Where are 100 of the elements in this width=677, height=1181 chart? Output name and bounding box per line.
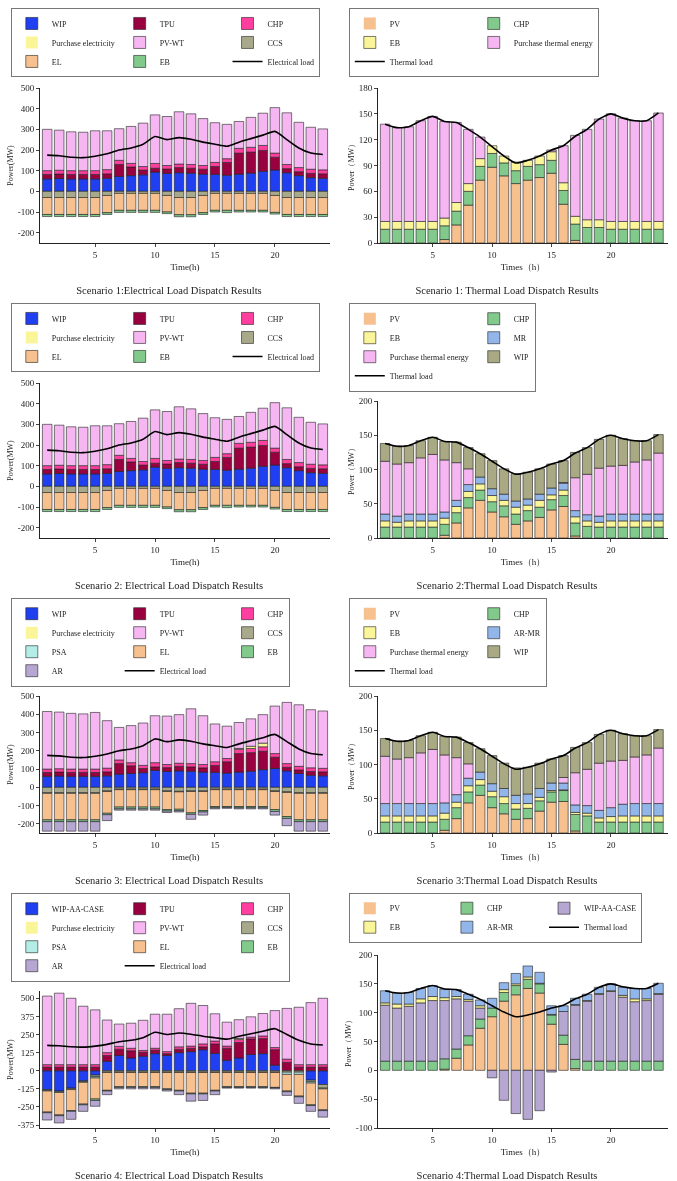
x-tick-label: 15 xyxy=(547,1134,557,1145)
y-tick-label: -200 xyxy=(17,522,35,533)
y-tick-label: -50 xyxy=(360,1094,373,1105)
legend-label: Thermal load xyxy=(389,371,433,381)
y-tick-label: 150 xyxy=(358,725,373,736)
y-tick-label: 30 xyxy=(363,212,373,223)
y-tick-label: 200 xyxy=(358,950,373,961)
y-tick-label: 300 xyxy=(20,419,35,430)
x-tick-label: 5 xyxy=(92,544,98,555)
legend-label: EB xyxy=(389,628,401,638)
legend-label: Purchase thermal energy xyxy=(389,647,469,657)
legend-label: EB xyxy=(267,942,278,952)
legend-label: CHP xyxy=(513,19,530,29)
x-tick-label: 15 xyxy=(547,544,557,555)
legend-label: TPU xyxy=(159,19,175,29)
legend-label: PV xyxy=(389,609,401,619)
x-axis-title: Times（h） xyxy=(500,261,546,272)
legend-label: Purchase electricity xyxy=(51,333,115,343)
y-axis-title: Power(MW) xyxy=(6,1038,16,1080)
y-tick-label: 50 xyxy=(363,793,373,804)
y-tick-label: 375 xyxy=(20,1011,35,1022)
legend-label: CCS xyxy=(267,333,283,343)
x-tick-label: 10 xyxy=(487,249,498,260)
y-tick-label: 50 xyxy=(363,498,373,509)
y-axis-title: Power(MW) xyxy=(6,439,16,481)
x-tick-label: 5 xyxy=(430,1134,436,1145)
legend-label: PV xyxy=(389,904,401,914)
y-tick-label: 400 xyxy=(20,398,35,409)
y-tick-label: 150 xyxy=(358,430,373,441)
text: Scenario 1: Thermal Load Dispatch Results xyxy=(415,284,599,296)
legend-label: AR-MR xyxy=(513,628,541,638)
x-axis-title: Time(h) xyxy=(170,1146,200,1157)
y-tick-label: -250 xyxy=(17,1102,35,1113)
legend-label: EB xyxy=(389,333,401,343)
legend-label: TPU xyxy=(159,314,175,324)
legend-label: CHP xyxy=(513,609,530,619)
x-tick-label: 15 xyxy=(210,1134,220,1145)
legend-label: WIP xyxy=(51,609,68,619)
legend-label: WIP-AA-CASE xyxy=(51,904,104,914)
legend-label: WIP xyxy=(51,19,68,29)
x-tick-label: 15 xyxy=(210,544,220,555)
y-tick-label: 200 xyxy=(358,396,373,407)
y-tick-label: 0 xyxy=(367,238,373,249)
legend-label: AR xyxy=(51,961,64,971)
y-tick-label: 0 xyxy=(29,782,35,793)
x-tick-label: 5 xyxy=(430,544,436,555)
y-tick-label: 90 xyxy=(363,160,373,171)
y-tick-label: 300 xyxy=(20,727,35,738)
legend-label: Purchase thermal energy xyxy=(389,352,469,362)
legend-label: CHP xyxy=(267,609,284,619)
legend-label: AR-MR xyxy=(486,923,514,933)
x-axis-title: Times（h） xyxy=(500,1146,546,1157)
y-axis-title: Power(MW) xyxy=(6,743,16,785)
x-tick-label: 20 xyxy=(270,1134,280,1145)
y-tick-label: 150 xyxy=(358,978,373,989)
legend-label: WIP xyxy=(51,314,68,324)
legend-label: Purchase electricity xyxy=(51,628,115,638)
x-axis-title: Times（h） xyxy=(500,556,546,567)
x-tick-label: 15 xyxy=(547,839,557,850)
legend-label: Electrical load xyxy=(159,666,207,676)
y-tick-label: -200 xyxy=(17,819,35,830)
legend-label: EB xyxy=(267,647,278,657)
y-tick-label: 0 xyxy=(367,828,373,839)
legend-label: CCS xyxy=(267,38,283,48)
y-axis-title: Power（MW） xyxy=(344,1015,354,1068)
x-tick-label: 10 xyxy=(150,839,161,850)
y-tick-label: 500 xyxy=(20,378,35,389)
legend-label: EB xyxy=(159,57,170,67)
x-axis-title: Time(h) xyxy=(170,556,200,567)
legend-label: WIP-AA-CASE xyxy=(584,904,637,914)
legend-label: PSA xyxy=(51,647,67,657)
y-tick-label: 400 xyxy=(20,103,35,114)
y-tick-label: 0 xyxy=(367,1065,373,1076)
x-tick-label: 20 xyxy=(606,249,616,260)
y-tick-label: 100 xyxy=(20,460,35,471)
x-tick-label: 15 xyxy=(547,249,557,260)
text: Scenario 4:Thermal Load Dispatch Results xyxy=(416,1169,598,1181)
legend-label: PV-WT xyxy=(159,628,185,638)
legend-label: PV xyxy=(389,19,401,29)
x-tick-label: 5 xyxy=(430,249,436,260)
legend-label: EB xyxy=(159,352,170,362)
x-tick-label: 15 xyxy=(210,249,220,260)
x-tick-label: 5 xyxy=(92,839,98,850)
x-tick-label: 10 xyxy=(487,1134,498,1145)
x-tick-label: 15 xyxy=(210,839,220,850)
legend-label: CHP xyxy=(513,314,530,324)
y-tick-label: -100 xyxy=(17,800,35,811)
y-axis-title: Power（MW） xyxy=(347,738,357,791)
legend-label: Electrical load xyxy=(159,961,207,971)
y-tick-label: 500 xyxy=(20,691,35,702)
y-tick-label: 150 xyxy=(358,108,373,119)
y-tick-label: -125 xyxy=(17,1084,35,1095)
legend-label: Thermal load xyxy=(584,923,627,933)
legend-label: Thermal load xyxy=(389,57,433,67)
legend-label: EB xyxy=(389,923,401,933)
y-tick-label: -200 xyxy=(17,227,35,238)
legend-label: PV-WT xyxy=(159,333,185,343)
legend-label: MR xyxy=(513,333,527,343)
y-tick-label: 250 xyxy=(20,1029,35,1040)
y-axis-title: Power（MW） xyxy=(347,139,357,192)
